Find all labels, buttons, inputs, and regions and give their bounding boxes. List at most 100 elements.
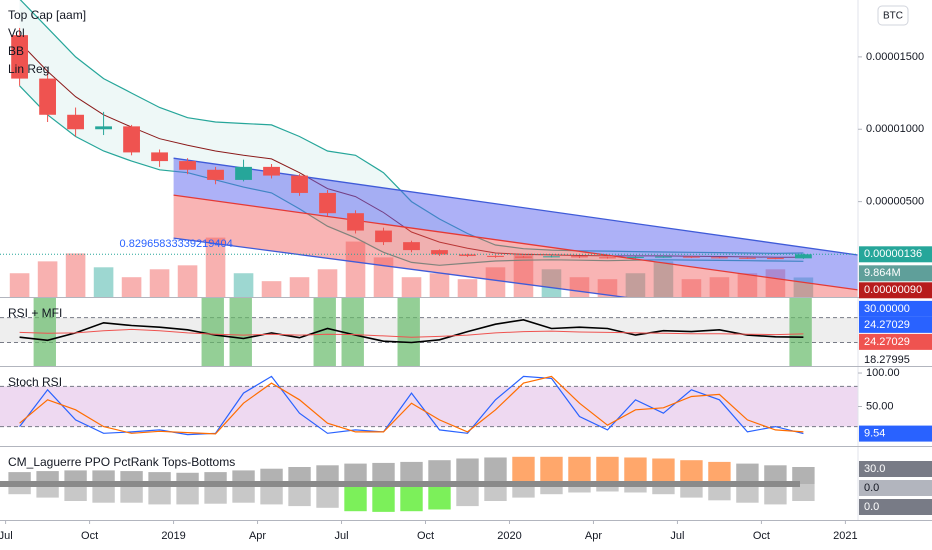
histogram-bar xyxy=(260,484,283,505)
histogram-bar xyxy=(428,460,451,484)
x-tick-label: Jul xyxy=(334,530,348,542)
volume-bar xyxy=(513,253,534,297)
volume-bar xyxy=(737,273,758,297)
volume-bar xyxy=(149,269,170,297)
candle-body xyxy=(515,256,532,258)
candle-body xyxy=(95,126,112,130)
histogram-bar xyxy=(596,456,619,484)
legend-item: Lin Reg xyxy=(8,62,49,76)
stoch-pane xyxy=(0,375,858,436)
rsi-line xyxy=(19,318,804,344)
level-label: 0.00000090 xyxy=(864,284,922,296)
rsi-label: 24.27029 xyxy=(864,336,910,348)
linreg-annotation: 0.82965833339219404 xyxy=(120,238,233,250)
x-tick-label: 2019 xyxy=(161,530,185,542)
volume-bar xyxy=(233,273,254,297)
histogram-bar xyxy=(568,456,591,484)
y-tick-label: 0.00001500 xyxy=(866,51,924,63)
volume-label-box xyxy=(859,265,932,282)
x-tick-label: Oct xyxy=(753,530,770,542)
histogram-bar xyxy=(764,484,787,505)
candle-body xyxy=(655,256,672,258)
y-tick-label: 0.00000500 xyxy=(866,196,924,208)
legend-item: Vol xyxy=(8,26,25,40)
main-pane: 0.82965833339219404 xyxy=(0,0,858,297)
histogram-bar xyxy=(120,471,143,484)
candle-body xyxy=(403,242,420,251)
histogram-bar xyxy=(260,468,283,484)
histogram-bar xyxy=(708,461,731,484)
volume-bar xyxy=(37,261,58,297)
rsi-label: 30.00000 xyxy=(864,303,910,315)
volume-bar xyxy=(457,279,478,297)
histogram-bar xyxy=(736,463,759,484)
histogram-bar xyxy=(120,484,143,503)
laguerre-label: 0.0 xyxy=(864,482,879,494)
currency-badge[interactable] xyxy=(877,5,909,26)
candle-body xyxy=(627,256,644,258)
candle-body xyxy=(347,213,364,231)
rsi-signal xyxy=(341,298,364,366)
histogram-bar xyxy=(92,484,115,503)
histogram-bar xyxy=(512,456,535,484)
currency-label: BTC xyxy=(883,11,903,22)
volume-bar xyxy=(93,267,114,297)
axes xyxy=(0,0,932,521)
histogram-bar xyxy=(232,470,255,484)
pane-title: Stoch RSI xyxy=(8,375,62,389)
volume-bar xyxy=(261,281,282,297)
volume-bar xyxy=(373,257,394,297)
candle-body xyxy=(431,250,448,255)
histogram-bar xyxy=(428,484,451,510)
stoch-label: 9.54 xyxy=(864,427,885,439)
rsi-pane xyxy=(0,298,858,366)
volume-bar xyxy=(401,277,422,297)
last-price-label: 0.00000136 xyxy=(864,248,922,260)
rsi-label-box xyxy=(859,333,932,350)
histogram-bar xyxy=(232,484,255,503)
x-tick-label: 2021 xyxy=(833,530,857,542)
histogram-bar xyxy=(624,484,647,493)
rsi-signal xyxy=(33,298,56,366)
histogram-bar xyxy=(344,463,367,484)
histogram-bar xyxy=(176,484,199,505)
legend-item: Top Cap [aam] xyxy=(8,8,86,22)
volume-bar xyxy=(653,261,674,297)
histogram-bar xyxy=(540,484,563,495)
histogram-bar xyxy=(568,484,591,493)
candle-body xyxy=(795,254,812,259)
x-tick-label: Oct xyxy=(417,530,434,542)
volume-bar xyxy=(317,269,338,297)
linreg-upper xyxy=(173,157,858,256)
volume-bar xyxy=(429,273,450,297)
candle-body xyxy=(711,257,728,259)
volume-bar xyxy=(485,267,506,297)
histogram-bar xyxy=(484,457,507,484)
volume-bar xyxy=(121,277,142,297)
x-tick-label: Apr xyxy=(585,530,602,542)
histogram-bar xyxy=(92,470,115,484)
histogram-bar xyxy=(372,484,395,512)
x-tick-label: Oct xyxy=(81,530,98,542)
laguerre-label-box xyxy=(859,461,932,477)
volume-bar xyxy=(289,277,310,297)
laguerre-label: 0.0 xyxy=(864,501,879,513)
volume-bar xyxy=(541,269,562,297)
y-tick-label: 50.00 xyxy=(866,400,894,412)
volume-label: 9.864M xyxy=(864,267,901,279)
linreg-lower-fill xyxy=(173,195,858,297)
volume-bar xyxy=(709,277,730,297)
histogram-bar xyxy=(596,484,619,492)
y-tick-label: 100.00 xyxy=(866,367,900,379)
laguerre-label-box xyxy=(859,499,932,515)
rsi-signal xyxy=(397,298,420,366)
x-tick-label: Apr xyxy=(249,530,266,542)
histogram-bar xyxy=(624,457,647,484)
candle-body xyxy=(375,230,392,243)
histogram-bar xyxy=(456,458,479,484)
histogram-bar xyxy=(680,484,703,498)
labels: Top Cap [aam] Vol BB Lin Reg RSI + MFI S… xyxy=(8,5,909,469)
candle-body xyxy=(739,257,756,259)
